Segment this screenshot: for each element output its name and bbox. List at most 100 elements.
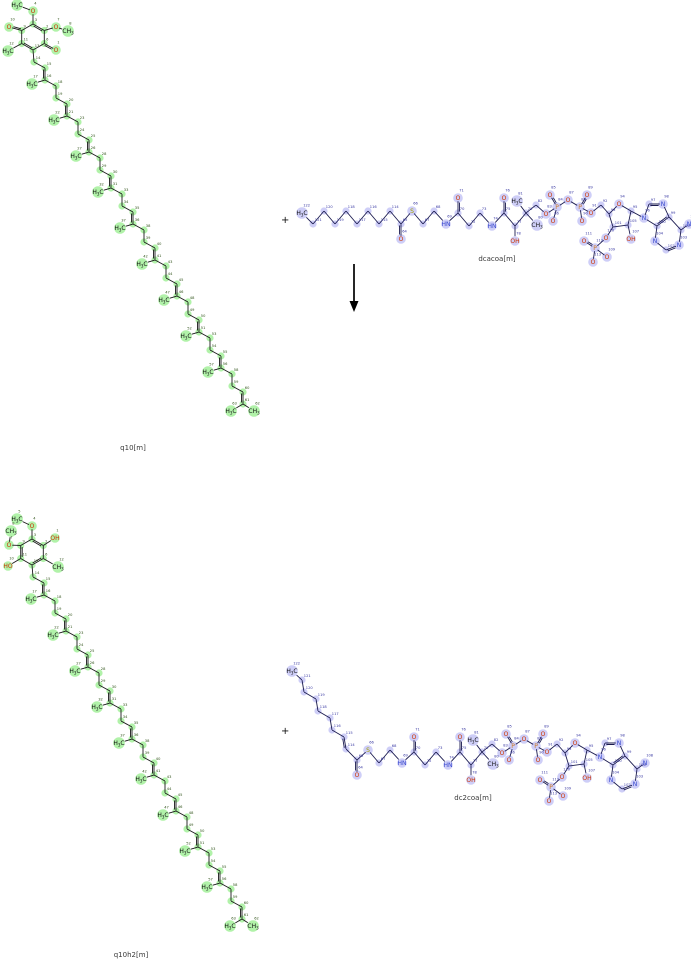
svg-text:O: O [355,772,360,779]
svg-text:O: O [412,734,417,741]
svg-text:67: 67 [381,757,386,761]
svg-text:CH3: CH3 [52,564,64,571]
svg-text:102: 102 [668,244,675,248]
svg-text:O: O [507,757,512,764]
svg-text:81: 81 [518,192,523,196]
svg-text:20: 20 [68,613,73,617]
svg-text:34: 34 [123,715,128,719]
svg-text:N: N [642,215,647,222]
svg-text:10: 10 [9,557,14,561]
svg-text:O: O [560,774,565,781]
svg-text:H3C: H3C [70,153,81,160]
svg-text:65: 65 [403,218,408,222]
svg-text:O: O [617,201,622,208]
svg-text:9: 9 [24,25,27,29]
svg-text:85: 85 [551,186,556,190]
svg-text:62: 62 [255,402,260,406]
svg-text:14: 14 [36,56,41,60]
svg-text:6: 6 [46,38,49,42]
svg-text:59: 59 [234,380,239,384]
svg-text:23: 23 [79,631,84,635]
svg-text:H3C: H3C [2,48,13,55]
svg-text:O: O [573,740,578,747]
svg-text:26: 26 [91,146,96,150]
svg-text:P: P [534,743,538,750]
svg-text:61: 61 [245,398,250,402]
svg-text:O: O [591,259,596,266]
svg-text:OH: OH [466,777,475,784]
svg-text:78: 78 [472,771,477,775]
svg-text:117: 117 [359,218,366,222]
svg-text:47: 47 [165,291,170,295]
svg-text:96: 96 [601,748,606,752]
svg-text:54: 54 [212,344,217,348]
svg-text:23: 23 [80,116,85,120]
svg-text:41: 41 [157,254,162,258]
svg-text:2: 2 [45,540,47,544]
svg-text:CH3: CH3 [487,761,499,768]
svg-text:4: 4 [33,517,36,521]
svg-text:91: 91 [592,204,597,208]
svg-text:56: 56 [222,877,227,881]
svg-text:50: 50 [200,829,205,833]
svg-text:3: 3 [34,533,36,537]
svg-text:72: 72 [427,759,432,763]
svg-text:78: 78 [516,232,521,236]
svg-text:81: 81 [474,731,479,735]
svg-text:64: 64 [402,230,407,234]
svg-text:22: 22 [54,626,59,630]
svg-text:HN: HN [488,223,497,230]
svg-text:119: 119 [337,218,345,222]
svg-text:O: O [566,197,571,204]
svg-text:120: 120 [326,205,334,209]
svg-text:P: P [578,204,582,211]
svg-text:N: N [677,242,682,249]
svg-text:122: 122 [303,204,310,208]
svg-text:5: 5 [18,510,20,514]
svg-text:105: 105 [586,758,593,762]
svg-text:O: O [538,777,543,784]
svg-text:109: 109 [564,787,572,791]
svg-text:89: 89 [588,186,593,190]
svg-text:49: 49 [189,823,194,827]
svg-text:121: 121 [304,674,311,678]
svg-text:44: 44 [168,272,173,276]
svg-text:O: O [504,731,509,738]
svg-text:H3C: H3C [114,225,125,232]
svg-text:57: 57 [209,363,214,367]
svg-text:22: 22 [55,111,60,115]
svg-text:15: 15 [46,577,51,581]
svg-text:70: 70 [460,207,465,211]
svg-text:106: 106 [683,224,691,228]
svg-text:121: 121 [315,218,322,222]
svg-text:52: 52 [186,842,191,846]
svg-text:H3C: H3C [91,704,102,711]
svg-text:45: 45 [178,793,183,797]
svg-text:35: 35 [134,721,139,725]
svg-text:25: 25 [91,134,96,138]
svg-text:100: 100 [659,220,667,224]
svg-text:P: P [555,204,559,211]
svg-text:O: O [7,24,12,31]
svg-text:1: 1 [57,41,59,45]
svg-text:73: 73 [438,746,443,750]
svg-text:O: O [561,793,566,800]
svg-text:110: 110 [607,229,615,233]
svg-text:89: 89 [544,725,549,729]
svg-text:39: 39 [146,236,151,240]
svg-text:58: 58 [234,368,239,372]
svg-text:91: 91 [548,743,553,747]
svg-text:112: 112 [552,778,559,782]
molecule-dcacoa: H3C 122 121 120 119 118 117 116 115 114 65 O 64 S 66 67… [296,186,691,267]
svg-text:P: P [549,784,553,791]
svg-text:63: 63 [232,402,237,406]
svg-text:HN: HN [442,221,451,228]
svg-text:62: 62 [254,917,259,921]
svg-text:10: 10 [10,18,15,22]
svg-text:4: 4 [34,2,37,6]
svg-text:119: 119 [318,693,326,697]
svg-text:O: O [458,734,463,741]
svg-text:58: 58 [233,883,238,887]
svg-text:65: 65 [359,754,364,758]
svg-text:102: 102 [624,783,631,787]
